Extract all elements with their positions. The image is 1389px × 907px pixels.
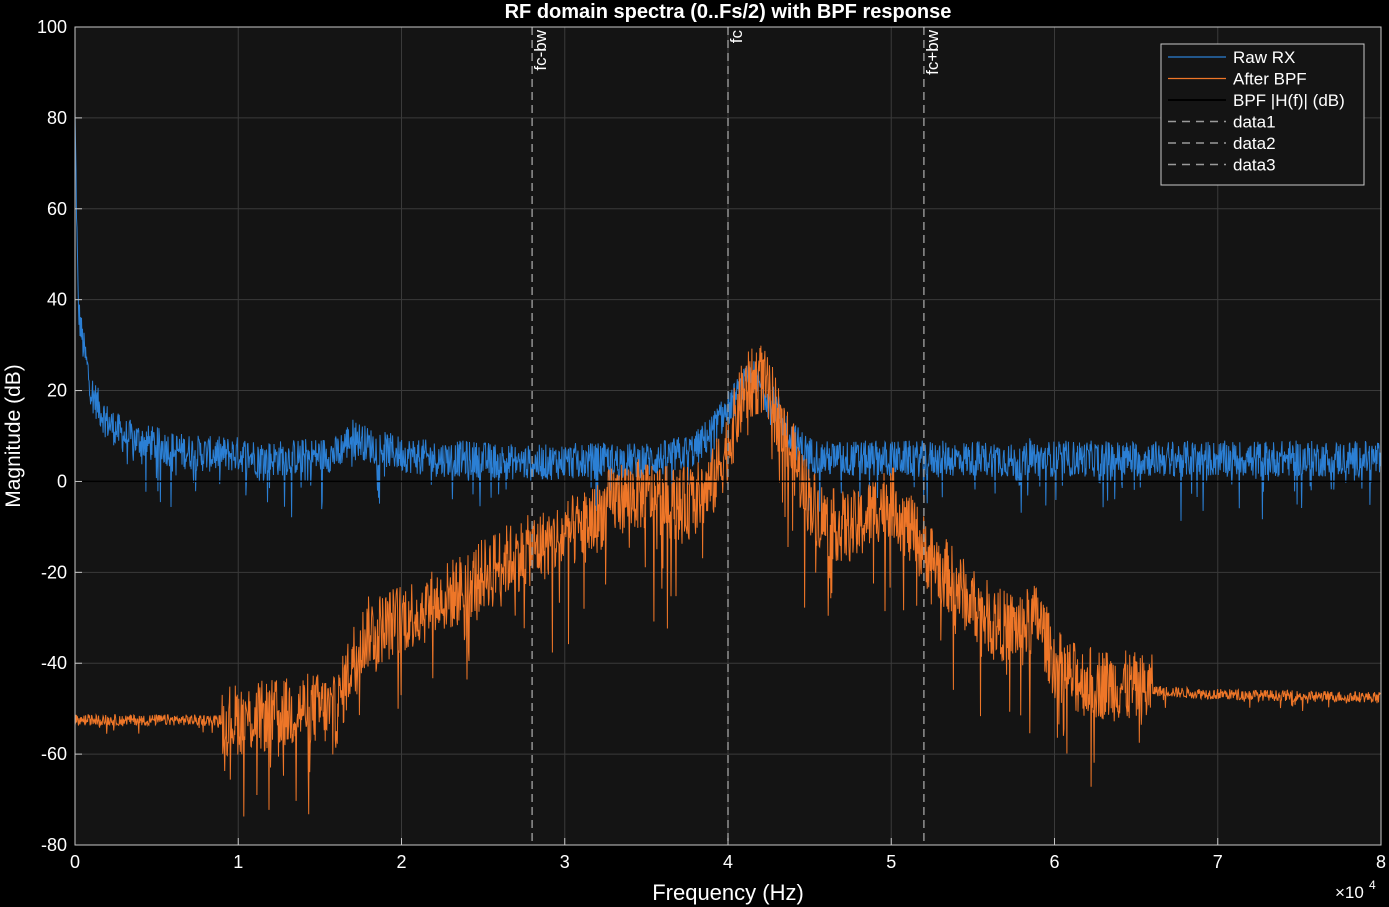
x-tick-label: 6 <box>1049 852 1059 872</box>
y-tick-label: 60 <box>47 199 67 219</box>
x-tick-label: 4 <box>723 852 733 872</box>
y-tick-label: 20 <box>47 381 67 401</box>
y-tick-label: -80 <box>41 835 67 855</box>
tick-labels: 0 1 2 3 4 5 6 7 8 -80 -60 -40 -20 0 20 40 60 80 100 <box>37 17 1386 872</box>
series-raw-rx-line <box>74 112 1382 521</box>
y-tick-label: 100 <box>37 17 67 37</box>
legend-label: Raw RX <box>1233 48 1295 67</box>
legend-label: data1 <box>1233 113 1276 132</box>
x-tick-label: 3 <box>560 852 570 872</box>
y-tick-label: 0 <box>57 471 67 491</box>
vertical-markers: fc-bw fc fc+bw <box>531 27 942 845</box>
x-tick-label: 8 <box>1376 852 1386 872</box>
x-tick-label: 1 <box>233 852 243 872</box>
legend-label: BPF |H(f)| (dB) <box>1233 91 1345 110</box>
y-axis-label: Magnitude (dB) <box>2 364 25 508</box>
legend-label: data3 <box>1233 156 1276 175</box>
x-exponent-power: 4 <box>1369 878 1376 892</box>
marker-data2-label: fc <box>727 30 746 44</box>
legend-label: After BPF <box>1233 70 1307 89</box>
y-tick-label: 40 <box>47 290 67 310</box>
legend-label: data2 <box>1233 134 1276 153</box>
y-tick-label: -20 <box>41 562 67 582</box>
chart-title: RF domain spectra (0..Fs/2) with BPF res… <box>505 1 952 23</box>
x-exponent-base: ×10 <box>1335 883 1364 902</box>
y-tick-label: 80 <box>47 108 67 128</box>
marker-data3-label: fc+bw <box>923 29 942 75</box>
x-axis-label: Frequency (Hz) <box>652 880 804 905</box>
x-exponent-label: ×10 4 <box>1335 878 1376 902</box>
x-tick-label: 5 <box>886 852 896 872</box>
legend[interactable]: Raw RX After BPF BPF |H(f)| (dB) data1 data2… <box>1160 43 1365 186</box>
y-tick-label: -40 <box>41 653 67 673</box>
marker-data1-label: fc-bw <box>531 29 550 70</box>
y-tick-label: -60 <box>41 744 67 764</box>
x-tick-label: 7 <box>1213 852 1223 872</box>
x-tick-label: 2 <box>396 852 406 872</box>
x-tick-label: 0 <box>70 852 80 872</box>
legend-box <box>1160 43 1365 186</box>
